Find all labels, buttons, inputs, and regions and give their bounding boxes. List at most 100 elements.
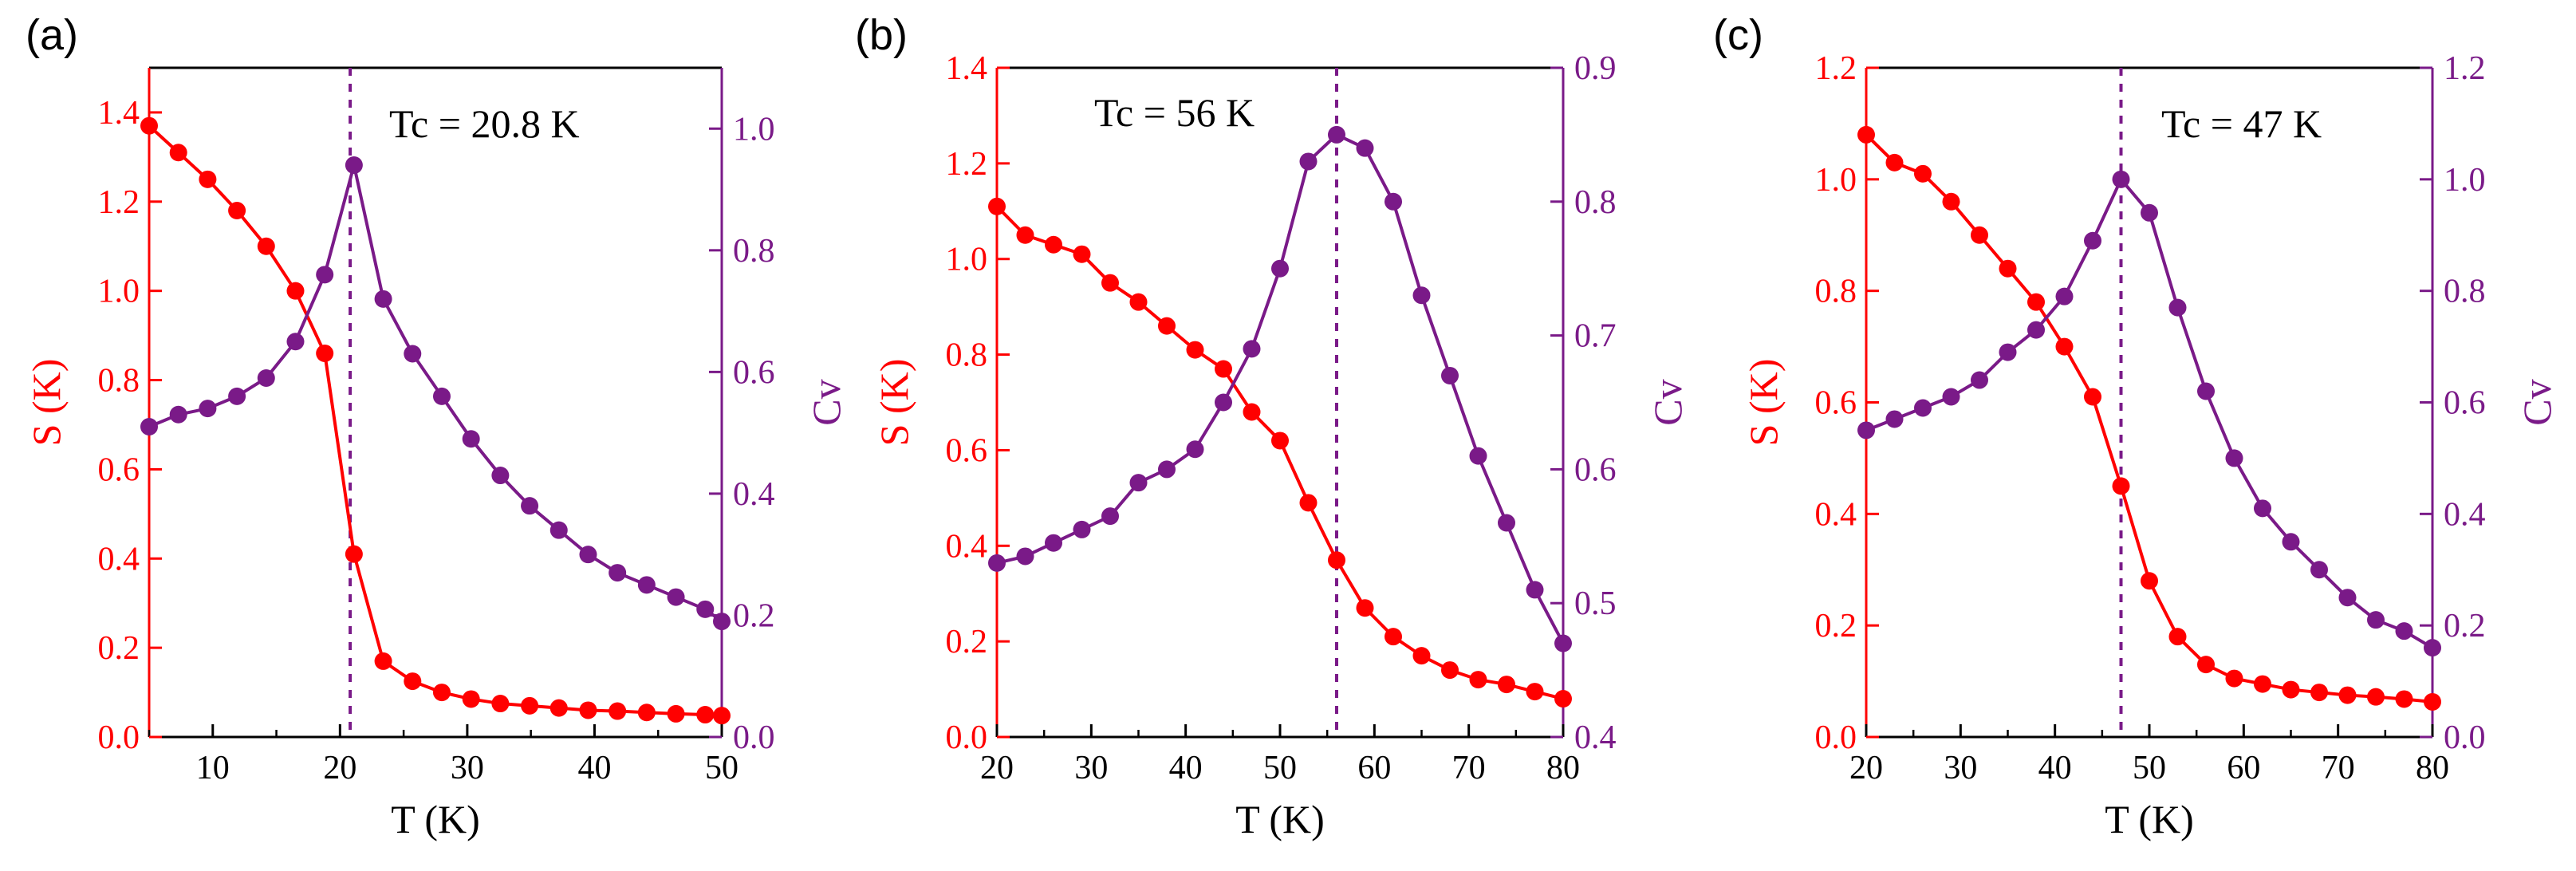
y-left-tick-label: 1.2 bbox=[946, 146, 988, 183]
data-point-s bbox=[228, 201, 246, 219]
panel-label: (b) bbox=[855, 11, 908, 59]
data-point-s bbox=[2027, 293, 2045, 311]
data-point-cv bbox=[637, 576, 656, 594]
data-point-cv bbox=[1857, 421, 1875, 439]
y-left-tick-label: 0.4 bbox=[98, 541, 140, 577]
data-point-cv bbox=[1469, 447, 1487, 465]
data-point-s bbox=[462, 690, 480, 708]
y-left-tick-label: 0.6 bbox=[946, 432, 988, 469]
y-axis-left-title: S (K) bbox=[1741, 359, 1786, 447]
data-point-cv bbox=[2225, 449, 2243, 467]
data-point-cv bbox=[1215, 393, 1232, 412]
x-tick-label: 20 bbox=[323, 750, 356, 786]
data-point-s bbox=[1942, 192, 1960, 211]
y-right-tick-label: 0.8 bbox=[1574, 184, 1617, 221]
data-point-s bbox=[1299, 494, 1318, 512]
y-left-tick-label: 0.8 bbox=[946, 337, 988, 374]
data-point-s bbox=[1243, 403, 1261, 421]
y-right-tick-label: 0.2 bbox=[2444, 608, 2486, 644]
x-tick-label: 60 bbox=[1357, 750, 1391, 786]
data-point-cv bbox=[1526, 581, 1544, 599]
y-right-tick-label: 1.2 bbox=[2444, 50, 2486, 87]
y-left-tick-label: 0.4 bbox=[946, 528, 988, 565]
data-point-s bbox=[2424, 692, 2441, 711]
y-right-tick-label: 0.4 bbox=[2444, 496, 2486, 533]
data-point-s bbox=[637, 704, 656, 722]
data-point-s bbox=[316, 344, 334, 362]
data-point-cv bbox=[1158, 460, 1176, 479]
data-point-s bbox=[2141, 572, 2158, 590]
data-point-cv bbox=[713, 613, 731, 631]
x-tick-label: 30 bbox=[451, 750, 484, 786]
data-point-s bbox=[140, 116, 158, 135]
data-point-cv bbox=[2338, 589, 2357, 607]
y-axis-right-title: Cv bbox=[1645, 379, 1690, 425]
y-left-tick-label: 0.0 bbox=[1815, 719, 1857, 756]
data-point-cv bbox=[432, 387, 451, 405]
data-point-cv bbox=[228, 387, 246, 405]
data-point-cv bbox=[1885, 410, 1904, 428]
data-point-s bbox=[1356, 599, 1374, 617]
data-point-cv bbox=[2395, 622, 2413, 640]
data-point-cv bbox=[286, 333, 305, 351]
x-tick-label: 30 bbox=[1944, 750, 1977, 786]
panel-label: (a) bbox=[26, 11, 78, 59]
y-right-tick-label: 0.4 bbox=[733, 476, 775, 513]
y-right-tick-label: 0.8 bbox=[2444, 274, 2486, 310]
x-tick-label: 50 bbox=[705, 750, 739, 786]
data-point-s bbox=[1101, 274, 1119, 292]
x-tick-label: 30 bbox=[1074, 750, 1108, 786]
y-right-tick-label: 0.6 bbox=[1574, 451, 1617, 488]
data-point-s bbox=[345, 545, 363, 563]
data-point-cv bbox=[199, 400, 217, 418]
x-tick-label: 10 bbox=[196, 750, 230, 786]
y-left-tick-label: 1.0 bbox=[1815, 162, 1857, 199]
y-right-tick-label: 0.6 bbox=[2444, 385, 2486, 422]
data-point-s bbox=[696, 706, 715, 724]
y-left-tick-label: 0.0 bbox=[946, 719, 988, 756]
tc-annotation: Tc = 20.8 K bbox=[389, 101, 580, 146]
x-tick-label: 80 bbox=[1546, 750, 1580, 786]
data-point-cv bbox=[2254, 499, 2271, 518]
y-left-tick-label: 0.0 bbox=[98, 719, 140, 756]
data-point-s bbox=[2395, 690, 2413, 708]
data-point-s bbox=[1186, 341, 1204, 359]
data-point-s bbox=[521, 696, 539, 715]
y-right-tick-label: 0.8 bbox=[733, 233, 775, 270]
series-line-cv bbox=[996, 132, 1565, 644]
x-tick-label: 20 bbox=[1849, 750, 1883, 786]
data-point-cv bbox=[609, 564, 627, 582]
data-point-cv bbox=[2197, 382, 2215, 400]
data-point-s bbox=[286, 282, 305, 300]
data-point-s bbox=[169, 144, 187, 162]
data-point-cv bbox=[579, 546, 597, 564]
data-point-cv bbox=[491, 467, 510, 485]
data-point-s bbox=[1441, 661, 1459, 680]
data-point-s bbox=[432, 684, 451, 702]
y-axis-right-title: Cv bbox=[804, 379, 849, 425]
y-axis-right-title: Cv bbox=[2515, 379, 2559, 425]
data-point-s bbox=[2112, 477, 2130, 495]
data-point-cv bbox=[1299, 152, 1318, 171]
data-point-s bbox=[713, 707, 731, 725]
data-point-cv bbox=[462, 430, 480, 448]
x-tick-label: 70 bbox=[1452, 750, 1486, 786]
data-point-cv bbox=[374, 290, 392, 308]
y-left-tick-label: 1.0 bbox=[98, 274, 140, 310]
y-left-tick-label: 0.2 bbox=[946, 624, 988, 660]
data-point-cv bbox=[1385, 192, 1402, 211]
data-point-cv bbox=[316, 266, 334, 284]
data-point-cv bbox=[521, 497, 539, 515]
data-point-cv bbox=[1412, 286, 1431, 305]
data-point-s bbox=[579, 701, 597, 719]
data-point-s bbox=[2338, 686, 2357, 704]
data-point-cv bbox=[2282, 533, 2300, 551]
data-point-s bbox=[404, 672, 422, 691]
data-point-s bbox=[199, 170, 217, 188]
x-tick-label: 70 bbox=[2322, 750, 2355, 786]
data-point-s bbox=[1526, 683, 1544, 701]
y-right-tick-label: 0.7 bbox=[1574, 318, 1617, 355]
data-point-s bbox=[1016, 226, 1034, 244]
data-point-s bbox=[1914, 164, 1932, 183]
